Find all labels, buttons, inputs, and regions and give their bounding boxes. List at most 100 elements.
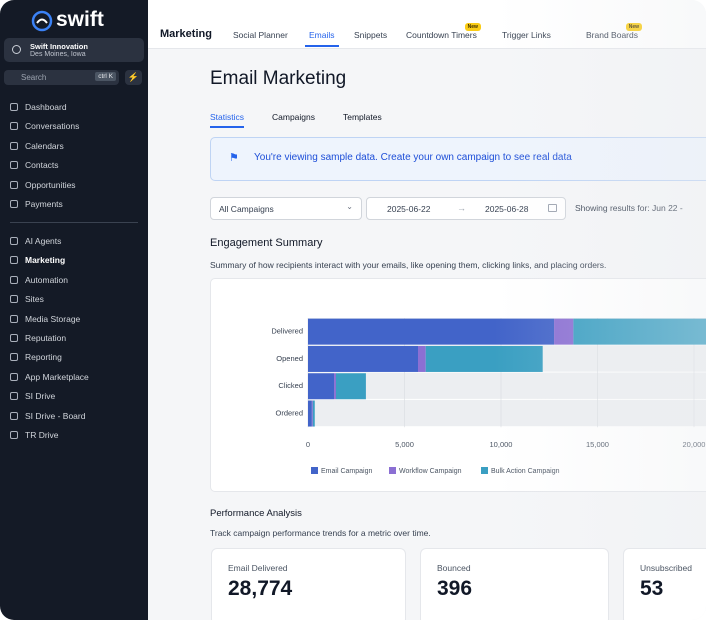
menu-item[interactable]: TR Drive [10,430,59,440]
banner-text: You're viewing sample data. Create your … [254,152,572,163]
page-tab[interactable]: Campaigns [272,112,315,122]
menu-label: AI Agents [25,236,62,246]
menu-item[interactable]: Reporting [10,352,62,362]
menu-item[interactable]: Dashboard [10,102,67,112]
row-background [308,399,706,427]
divider [10,222,138,223]
menu-icon [10,237,18,245]
menu-label: SI Drive [25,391,56,402]
menu-item[interactable]: Payments [10,199,63,209]
menu-icon [10,103,18,111]
menu-icon [10,372,18,381]
x-tick-label: 0 [306,440,310,449]
bar-segment [311,400,313,427]
menu-item[interactable]: App Marketplace [10,372,89,382]
menu-item[interactable]: Calendars [10,141,64,151]
menu-item[interactable]: Opportunities [10,180,76,190]
quick-action[interactable]: ⚡ [125,70,142,85]
sidebar: swift Swift Innovation Des Moines, Iowa … [0,0,148,620]
metric-label: Unsubscribed [640,563,692,573]
tab-badge: New [464,23,481,31]
menu-icon [10,275,18,284]
legend-swatch [389,467,396,474]
menu-item[interactable]: Conversations [10,121,79,131]
x-tick-label: 15,000 [586,440,609,449]
category-label: Clicked [278,381,303,390]
metric-value: 28,774 [228,577,293,600]
menu-icon [10,161,18,170]
nav-tab[interactable]: Brand Boards New [586,23,642,40]
bar-segment [418,345,426,372]
page-tab[interactable]: Templates [343,112,382,122]
search-placeholder: Search [21,73,47,82]
metric-label: Email Delivered [228,563,288,573]
menu-item[interactable]: Automation [10,275,68,285]
menu-icon [10,141,18,150]
section-title: Engagement Summary [210,237,323,249]
nav-tab[interactable]: Snippets [354,30,387,40]
menu-item[interactable]: Sites [10,294,44,304]
logo-icon [31,10,53,32]
menu-label: Automation [25,274,68,285]
search-shortcut: ctrl K [95,72,116,81]
tab-badge: New [625,23,642,31]
bar-segment [554,318,574,345]
metric-label: Bounced [437,563,471,573]
nav-tab[interactable]: Countdown Timers New [406,23,481,40]
account-location: Des Moines, Iowa [30,51,86,58]
nav-tab[interactable]: Social Planner [233,30,288,40]
menu-label: TR Drive [25,430,59,440]
menu-item[interactable]: SI Drive [10,391,55,401]
category-label: Delivered [271,327,303,336]
account-switcher[interactable]: Swift Innovation Des Moines, Iowa [4,38,144,62]
tab-label: Countdown Timers [406,30,477,40]
date-range[interactable]: 2025-06-22 → 2025-06-28 [366,197,566,220]
menu-item[interactable]: AI Agents [10,236,61,246]
legend-swatch [311,467,318,474]
page-tab[interactable]: Statistics [210,112,245,128]
menu-item[interactable]: Contacts [10,160,59,170]
section-title: Marketing [160,28,212,40]
category-label: Ordered [275,409,303,418]
menu-label: Sites [25,294,44,305]
row-background [308,372,706,399]
bar-segment [312,400,315,427]
menu-icon [10,180,18,189]
chart-panel: 0 5,000 10,000 15,000 20,000 Delivered Opened C… [210,278,706,492]
menu-item[interactable]: SI Drive - Board [10,411,85,421]
calendar-icon [548,204,557,212]
tab-label: Emails [309,30,335,40]
tab-label: Trigger Links [502,30,551,40]
metric-value: 396 [437,577,473,600]
menu-item[interactable]: Marketing [10,255,65,265]
campaign-filter[interactable]: All Campaigns ⌄ [210,197,362,220]
menu-icon [10,295,18,304]
menu-label: Marketing [25,255,66,266]
menu-item[interactable]: Media Storage [10,314,80,324]
chevron: ⌄ [346,202,353,211]
section-subtitle: Track campaign performance trends for a … [210,528,431,538]
menu-label: Opportunities [25,179,76,190]
menu-label: Media Storage [25,313,81,324]
date-to: 2025-06-28 [485,204,529,214]
menu-icon [10,431,18,439]
section-subtitle: Summary of how recipients interact with … [210,260,607,270]
menu-icon [10,334,18,342]
filter-value: All Campaigns [219,204,274,214]
x-tick-label: 10,000 [490,440,513,449]
menu-label: Calendars [25,140,64,151]
metric-card: Bounced 396 [420,548,609,620]
nav-tab[interactable]: Trigger Links [502,30,551,40]
banner: ⚑ You're viewing sample data. Create you… [210,137,706,181]
menu-label: Payments [25,199,63,209]
results-text: Showing results for: Jun 22 - [575,203,683,213]
bar-segment [334,373,336,400]
menu-label: Reporting [25,352,62,363]
search[interactable]: Search ctrl K [4,70,119,85]
metric-card: Unsubscribed 53 [623,548,706,620]
menu-icon [10,200,18,208]
menu-item[interactable]: Reputation [10,333,66,343]
nav-tab[interactable]: Emails [305,30,339,47]
menu-icon [10,392,18,401]
menu-icon [10,353,18,362]
